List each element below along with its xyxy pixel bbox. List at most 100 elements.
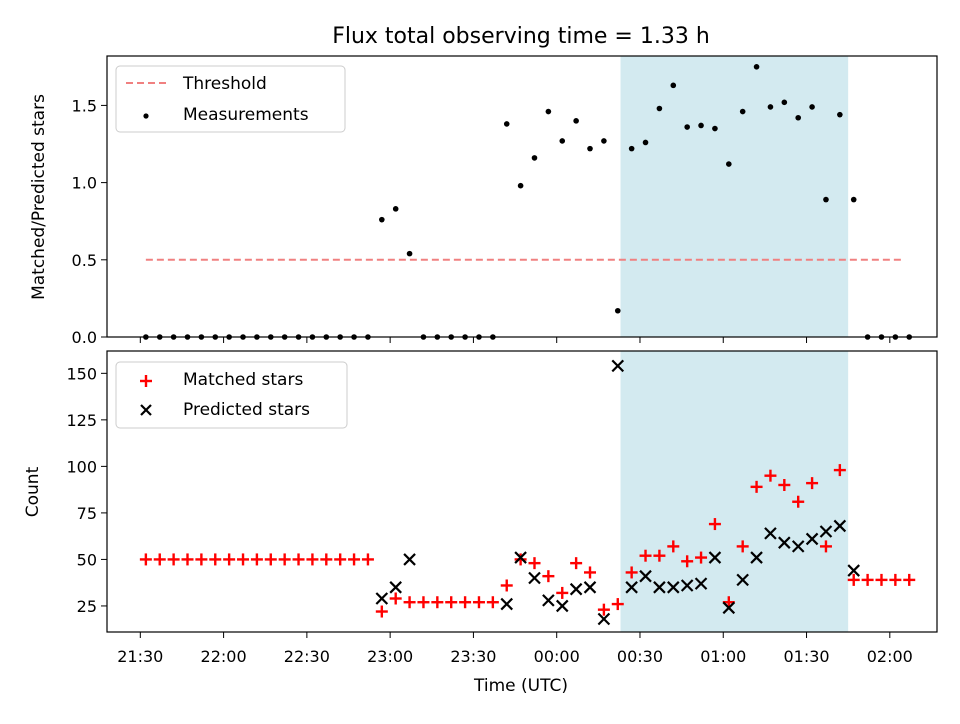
matched-star-point xyxy=(278,553,291,566)
matched-star-point xyxy=(486,596,499,609)
count-xtick-label: 21:30 xyxy=(117,647,163,666)
count-panel: 25 50 75 100 125 150 21:30 22:00 22:30 23:00 23:3… xyxy=(23,350,938,696)
matched-star-point xyxy=(348,553,361,566)
count-xtick-label: 23:00 xyxy=(367,647,413,666)
count-xtick-label: 23:30 xyxy=(450,647,496,666)
ratio-ytick-label: 0.0 xyxy=(72,328,97,347)
measurement-point xyxy=(837,111,843,118)
matched-star-point xyxy=(778,478,791,491)
ratio-legend-box xyxy=(115,65,346,133)
count-xtick-label: 01:30 xyxy=(783,647,829,666)
measurement-point xyxy=(670,82,677,89)
measurement-point xyxy=(684,124,690,130)
matched-star-point xyxy=(514,553,527,566)
matched-star-point xyxy=(708,518,721,531)
matched-star-point xyxy=(320,553,333,566)
measurement-point xyxy=(753,64,760,70)
measurement-point xyxy=(392,206,399,212)
predicted-star-point xyxy=(833,519,847,533)
predicted-star-point xyxy=(625,581,638,594)
measurement-point xyxy=(726,161,732,167)
predicted-star-point xyxy=(583,581,597,594)
measurement-point xyxy=(739,108,746,115)
matched-star-point xyxy=(639,549,652,562)
predicted-star-point xyxy=(778,536,791,549)
ratio-legend: Threshold Measurements xyxy=(115,65,346,133)
measurement-point xyxy=(712,125,718,132)
measurement-point xyxy=(781,99,788,106)
count-ytick-label: 25 xyxy=(77,597,97,616)
predicted-star-point xyxy=(764,527,777,540)
matched-star-point xyxy=(722,596,735,609)
matched-star-point xyxy=(847,573,860,586)
legend-predicted-swatch xyxy=(140,404,152,416)
predicted-star-point xyxy=(611,359,625,373)
matched-star-point xyxy=(667,540,680,553)
count-xtick-label: 02:00 xyxy=(867,647,913,666)
measurement-point xyxy=(628,145,635,152)
measurement-point xyxy=(795,114,802,121)
matched-star-point xyxy=(570,557,583,570)
measurement-point xyxy=(767,104,774,110)
matched-star-point xyxy=(625,566,638,579)
predicted-star-point xyxy=(667,581,680,594)
x-axis-label: Time (UTC) xyxy=(473,676,568,696)
ratio-y-ticks: 0.0 0.5 1.0 1.5 xyxy=(72,96,107,347)
measurement-point xyxy=(559,138,566,144)
matched-star-point xyxy=(181,553,194,566)
observing-window-span-bottom xyxy=(620,351,849,632)
matched-star-point xyxy=(861,573,874,586)
legend-predicted-label: Predicted stars xyxy=(183,400,310,420)
predicted-star-point xyxy=(694,577,708,590)
predicted-star-points xyxy=(375,359,861,626)
predicted-star-point xyxy=(500,597,514,611)
matched-star-point xyxy=(389,592,402,605)
matched-star-point xyxy=(889,573,902,586)
predicted-star-point xyxy=(597,612,611,626)
ratio-y-axis-label: Matched/Predicted stars xyxy=(29,94,49,300)
matched-star-point xyxy=(611,598,624,611)
measurement-point xyxy=(573,118,579,124)
count-x-ticks: 21:30 22:00 22:30 23:00 23:30 00:00 00:30 01:00… xyxy=(117,632,913,666)
matched-star-point xyxy=(375,605,388,618)
count-xtick-label: 01:00 xyxy=(700,647,746,666)
ratio-panel: 0.0 0.5 1.0 1.5 Matched/Predicted stars Thr… xyxy=(29,55,938,347)
measurement-point xyxy=(517,182,524,189)
matched-star-point xyxy=(264,553,277,566)
measurement-point xyxy=(406,250,413,257)
measurement-point xyxy=(642,139,649,146)
matched-star-point xyxy=(223,553,236,566)
measurement-point xyxy=(823,196,829,203)
matched-star-point xyxy=(695,551,708,564)
measurement-point xyxy=(587,145,593,152)
matched-star-point xyxy=(542,570,555,583)
matched-star-point xyxy=(361,553,374,566)
matched-star-point xyxy=(153,553,166,566)
legend-measurements-label: Measurements xyxy=(183,105,309,125)
matched-star-point xyxy=(584,566,597,579)
predicted-star-point xyxy=(708,551,722,564)
matched-star-point xyxy=(167,553,180,566)
measurement-point xyxy=(614,307,621,314)
chart-title: Flux total observing time = 1.33 h xyxy=(332,24,710,49)
predicted-star-point xyxy=(722,601,736,615)
measurement-point xyxy=(503,121,510,127)
measurement-point xyxy=(656,105,663,112)
count-legend: Matched stars Predicted stars xyxy=(115,361,348,429)
matched-star-point xyxy=(500,579,513,592)
ratio-ytick-label: 1.0 xyxy=(72,174,97,193)
matched-star-point xyxy=(875,573,888,586)
count-legend-box xyxy=(115,361,348,429)
matched-star-point xyxy=(431,596,444,609)
predicted-star-point xyxy=(569,582,583,596)
predicted-star-point xyxy=(542,594,555,607)
predicted-star-point xyxy=(680,579,694,592)
matched-star-point xyxy=(653,549,666,562)
matched-star-point xyxy=(306,553,319,566)
matched-star-point xyxy=(250,553,263,566)
matched-star-point xyxy=(681,555,694,568)
matched-star-point xyxy=(903,573,916,586)
matched-star-point xyxy=(237,553,250,566)
count-ytick-label: 75 xyxy=(77,504,97,523)
